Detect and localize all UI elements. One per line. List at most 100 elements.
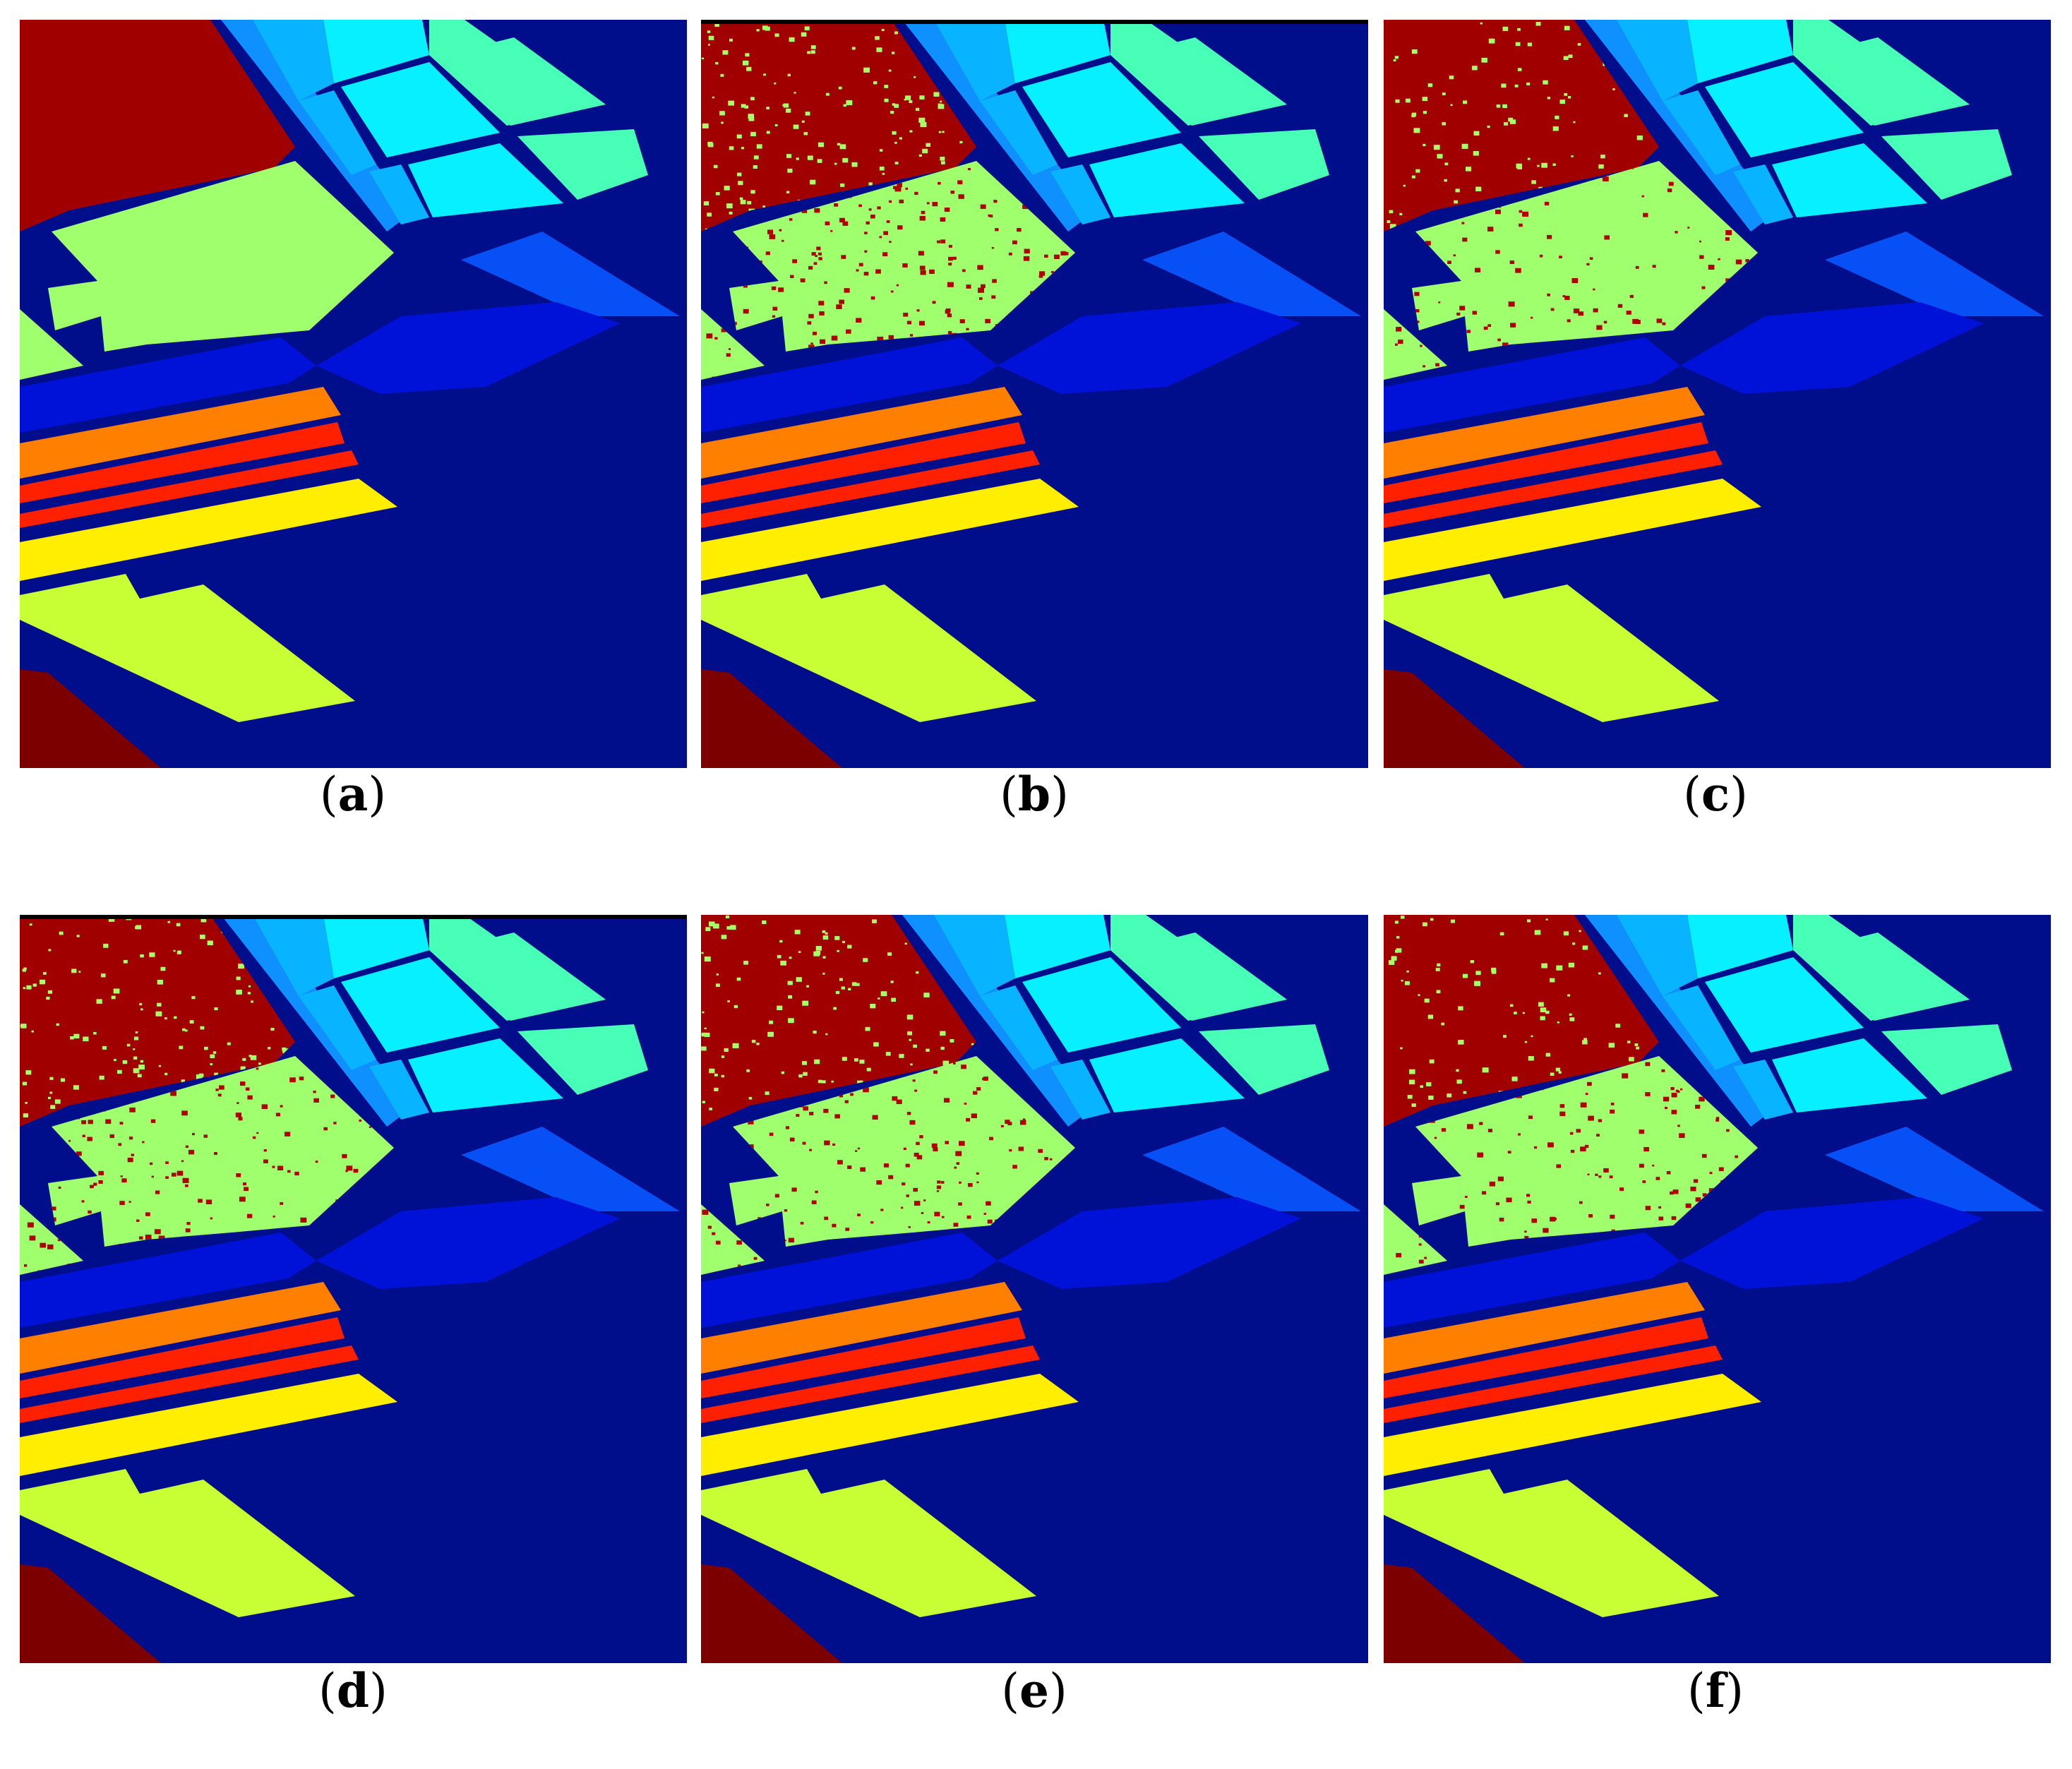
open-paren: (: [1683, 767, 1701, 822]
block-mid-blue: [1142, 1127, 1361, 1211]
field-light-green-main: [48, 1056, 394, 1247]
top-border: [701, 20, 1368, 24]
block-light-blue-3: [1050, 1060, 1110, 1120]
strip-yellow: [1384, 479, 1761, 581]
strip-red-2: [20, 450, 359, 528]
block-cyan-2: [1705, 62, 1864, 157]
block-mid-blue: [1825, 1127, 2044, 1211]
field-maroon: [701, 1564, 842, 1663]
block-cyan-3: [408, 143, 563, 217]
block-light-blue-2: [299, 985, 376, 1070]
panel-label-d: (d): [247, 1667, 459, 1715]
close-paren: ): [1730, 767, 1748, 822]
block-aqua-2: [1807, 37, 1970, 126]
block-aqua-2: [1125, 933, 1287, 1021]
block-cyan-1: [1005, 915, 1110, 978]
open-paren: (: [319, 767, 338, 822]
block-light-blue-1: [934, 915, 1015, 996]
field-maroon: [1384, 1564, 1525, 1663]
block-light-blue-1: [253, 20, 334, 101]
panel-label-f: (f): [1610, 1667, 1821, 1715]
strip-royal-blue-left: [701, 1233, 998, 1328]
strip-red-1: [701, 1317, 1026, 1398]
strip-red-2: [701, 1345, 1040, 1423]
strip-red-2: [1384, 1345, 1723, 1423]
block-cyan-2: [1022, 957, 1181, 1053]
field-maroon: [20, 1564, 161, 1663]
strip-yellow: [701, 479, 1079, 581]
map-canvas: [1384, 915, 2051, 1663]
block-aqua-3: [517, 129, 648, 200]
strip-red-1: [20, 422, 345, 503]
field-light-green-left: [20, 1204, 83, 1275]
strip-royal-blue-left: [20, 1233, 316, 1328]
block-royal-blue-right: [998, 302, 1301, 394]
block-light-blue-2: [980, 90, 1058, 175]
block-mid-blue: [461, 1127, 680, 1211]
classification-map-c: [1384, 20, 2051, 768]
map-canvas: [20, 915, 687, 1663]
strip-orange: [1384, 387, 1705, 479]
block-aqua-3: [517, 1024, 648, 1095]
block-cyan-3: [1089, 143, 1245, 217]
label-letter: a: [337, 767, 369, 822]
strip-red-2: [1384, 450, 1723, 528]
strip-royal-blue-left: [1384, 337, 1680, 433]
block-cyan-1: [1687, 915, 1793, 978]
block-cyan-1: [323, 20, 429, 83]
field-yellow-green: [701, 1469, 1036, 1617]
block-mid-blue: [461, 232, 680, 316]
block-cyan-3: [1772, 143, 1927, 217]
strip-red-1: [1384, 422, 1708, 503]
panel-label-c: (c): [1610, 771, 1821, 818]
block-light-blue-2: [1663, 90, 1740, 175]
block-mid-blue: [1825, 232, 2044, 316]
block-aqua-3: [1881, 1024, 2012, 1095]
panel-label-e: (e): [928, 1667, 1140, 1715]
close-paren: ): [1725, 1664, 1744, 1718]
block-aqua-2: [443, 37, 606, 126]
block-cyan-3: [1089, 1038, 1245, 1113]
strip-yellow: [1384, 1374, 1761, 1476]
strip-royal-blue-left: [701, 337, 998, 433]
strip-red-2: [20, 1345, 359, 1423]
block-light-blue-2: [980, 985, 1058, 1070]
block-cyan-2: [1705, 957, 1864, 1053]
field-maroon: [701, 669, 842, 768]
block-light-blue-1: [1617, 20, 1698, 101]
strip-orange: [701, 1282, 1022, 1374]
field-light-green-left: [1384, 309, 1447, 380]
block-cyan-2: [1022, 62, 1181, 157]
field-light-green-left: [701, 309, 765, 380]
panel-label-b: (b): [928, 771, 1140, 818]
field-light-green-main: [1412, 161, 1758, 352]
block-aqua-3: [1199, 129, 1329, 200]
block-royal-blue-right: [316, 302, 620, 394]
block-light-blue-3: [369, 1060, 429, 1120]
field-dark-red: [1384, 20, 1659, 232]
block-light-blue-3: [1733, 164, 1793, 224]
map-canvas: [1384, 20, 2051, 768]
field-yellow-green: [701, 574, 1036, 722]
block-light-blue-1: [253, 915, 334, 996]
field-dark-red: [1384, 915, 1659, 1127]
classification-map-e: [701, 915, 1368, 1663]
label-letter: e: [1019, 1663, 1049, 1718]
classification-map-d: [20, 915, 687, 1663]
strip-orange: [20, 1282, 341, 1374]
block-aqua-2: [443, 933, 606, 1021]
panel-label-a: (a): [247, 771, 459, 818]
close-paren: ): [1049, 1664, 1067, 1718]
block-aqua-2: [1125, 37, 1287, 126]
strip-orange: [701, 387, 1022, 479]
block-cyan-1: [323, 915, 429, 978]
block-light-blue-3: [1050, 164, 1110, 224]
block-royal-blue-right: [998, 1197, 1301, 1289]
classification-map-b: [701, 20, 1368, 768]
map-canvas: [20, 20, 687, 768]
field-light-green-main: [729, 1056, 1075, 1247]
field-yellow-green: [1384, 574, 1719, 722]
strip-red-1: [701, 422, 1026, 503]
block-cyan-2: [341, 957, 500, 1053]
block-royal-blue-right: [1680, 1197, 1984, 1289]
